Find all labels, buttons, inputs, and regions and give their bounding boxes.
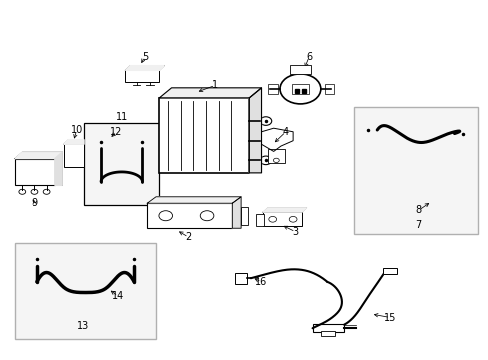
Bar: [84, 123, 159, 205]
Bar: [125, 70, 159, 82]
Bar: [63, 144, 84, 167]
Text: 3: 3: [292, 227, 298, 237]
Text: 12: 12: [110, 127, 122, 137]
Text: 13: 13: [77, 321, 89, 331]
Text: 14: 14: [112, 291, 124, 301]
Text: 6: 6: [305, 52, 312, 62]
Text: 15: 15: [384, 312, 396, 323]
Bar: [147, 203, 232, 228]
Bar: [234, 273, 246, 284]
Text: 4: 4: [282, 127, 288, 137]
Text: 1: 1: [212, 80, 218, 90]
Bar: [382, 267, 396, 274]
Polygon shape: [232, 197, 241, 228]
Bar: [321, 331, 334, 336]
Bar: [267, 149, 285, 163]
Text: 10: 10: [70, 125, 82, 135]
Bar: [263, 212, 301, 226]
Polygon shape: [261, 128, 292, 152]
Polygon shape: [55, 152, 62, 185]
Text: 8: 8: [415, 205, 421, 215]
Polygon shape: [125, 66, 164, 70]
Polygon shape: [63, 140, 84, 144]
Text: 7: 7: [415, 220, 421, 230]
Polygon shape: [15, 152, 62, 158]
Polygon shape: [159, 88, 261, 98]
Text: 9: 9: [31, 198, 38, 208]
Bar: [289, 65, 310, 74]
Bar: [241, 207, 248, 225]
Polygon shape: [249, 88, 261, 173]
Bar: [267, 84, 277, 94]
Polygon shape: [263, 208, 306, 212]
Text: 5: 5: [142, 52, 148, 62]
Bar: [353, 107, 477, 234]
Bar: [159, 98, 249, 173]
Text: 11: 11: [116, 112, 128, 122]
Bar: [255, 214, 264, 226]
Polygon shape: [147, 197, 241, 203]
Bar: [15, 243, 156, 339]
Text: 2: 2: [185, 232, 191, 242]
Bar: [15, 158, 55, 185]
Bar: [291, 84, 308, 94]
Text: 16: 16: [255, 277, 267, 287]
Bar: [324, 84, 334, 94]
Bar: [312, 324, 344, 332]
